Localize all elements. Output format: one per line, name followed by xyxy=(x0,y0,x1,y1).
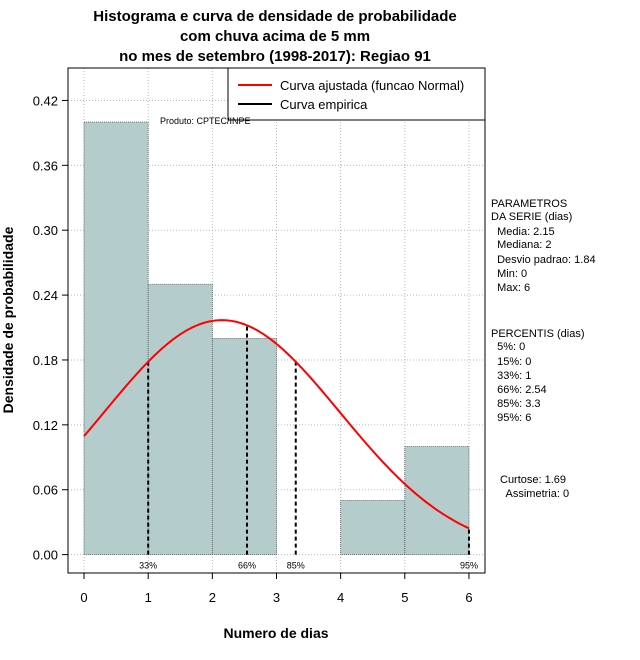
x-tick-label: 2 xyxy=(209,590,216,605)
percentile-label: 85% xyxy=(287,561,305,571)
percentis-line: 66%: 2.54 xyxy=(491,384,547,396)
x-tick-label: 4 xyxy=(337,590,344,605)
params-line: Media: 2.15 xyxy=(491,226,555,238)
source-note: Produto: CPTEC/INPE xyxy=(160,116,251,126)
y-tick-label: 0.12 xyxy=(33,418,58,433)
chart-title-line-2: com chuva acima de 5 mm xyxy=(180,28,370,45)
percentis-line: 85%: 3.3 xyxy=(491,398,541,410)
params-line: PARAMETROS xyxy=(491,198,567,210)
histogram-bar xyxy=(83,121,149,556)
y-tick-label: 0.18 xyxy=(33,353,58,368)
legend: Curva ajustada (funcao Normal) Curva emp… xyxy=(227,67,486,121)
shape-block: Curtose: 1.69 Assimetria: 0 xyxy=(500,474,569,500)
percentile-label: 95% xyxy=(460,561,478,571)
params-line: Max: 6 xyxy=(491,282,530,294)
x-tick-label: 6 xyxy=(465,590,472,605)
curtose-text: Curtose: 1.69 xyxy=(500,474,566,486)
side-panel: PARAMETROS DA SERIE (dias) Media: 2.15 M… xyxy=(491,198,596,500)
y-axis-label: Densidade de probabilidade xyxy=(0,226,16,413)
legend-fitted-label: Curva ajustada (funcao Normal) xyxy=(280,78,464,93)
params-block: PARAMETROS DA SERIE (dias) Media: 2.15 M… xyxy=(491,198,596,294)
histogram-bar xyxy=(147,283,213,556)
histogram-bars xyxy=(83,121,470,556)
assimetria-text: Assimetria: 0 xyxy=(500,488,569,500)
percentis-block: PERCENTIS (dias) 5%: 0 15%: 0 33%: 1 66%… xyxy=(491,328,585,424)
params-line: DA SERIE (dias) xyxy=(491,211,572,223)
legend-empirical-label: Curva empirica xyxy=(280,97,368,112)
x-axis: 0 1 2 3 4 5 6 xyxy=(80,572,473,605)
x-tick-label: 3 xyxy=(273,590,280,605)
y-tick-label: 0.36 xyxy=(33,158,58,173)
y-tick-label: 0.30 xyxy=(33,223,58,238)
y-tick-label: 0.00 xyxy=(33,548,58,563)
params-line: Mediana: 2 xyxy=(491,239,552,251)
x-tick-label: 5 xyxy=(401,590,408,605)
histogram-bar xyxy=(340,500,406,556)
percentile-label: 66% xyxy=(238,561,256,571)
legend-box xyxy=(227,67,486,121)
y-axis: 0.00 0.06 0.12 0.18 0.24 0.30 0.36 0.42 xyxy=(33,93,69,563)
percentile-label: 33% xyxy=(139,561,157,571)
density-curves xyxy=(83,319,470,530)
percentile-lines: 33% 66% 85% 95% xyxy=(139,325,478,571)
chart-title-line-1: Histograma e curva de densidade de proba… xyxy=(93,8,456,25)
histogram-bar xyxy=(211,337,277,556)
y-tick-label: 0.24 xyxy=(33,288,58,303)
percentis-line: 15%: 0 xyxy=(491,356,531,368)
x-axis-label: Numero de dias xyxy=(223,625,328,641)
y-tick-label: 0.06 xyxy=(33,483,58,498)
x-tick-label: 1 xyxy=(145,590,152,605)
histogram-bar xyxy=(404,446,470,556)
y-tick-label: 0.42 xyxy=(33,93,58,108)
fitted-normal-curve xyxy=(83,319,470,530)
percentis-line: 95%: 6 xyxy=(491,412,531,424)
x-tick-label: 0 xyxy=(80,590,87,605)
params-line: Min: 0 xyxy=(491,268,527,280)
params-line: Desvio padrao: 1.84 xyxy=(491,254,596,266)
chart-title-line-3: no mes de setembro (1998-2017): Regiao 9… xyxy=(119,48,431,65)
percentis-line: 33%: 1 xyxy=(491,370,531,382)
percentis-line: 5%: 0 xyxy=(491,341,525,353)
percentis-line: PERCENTIS (dias) xyxy=(491,328,585,340)
